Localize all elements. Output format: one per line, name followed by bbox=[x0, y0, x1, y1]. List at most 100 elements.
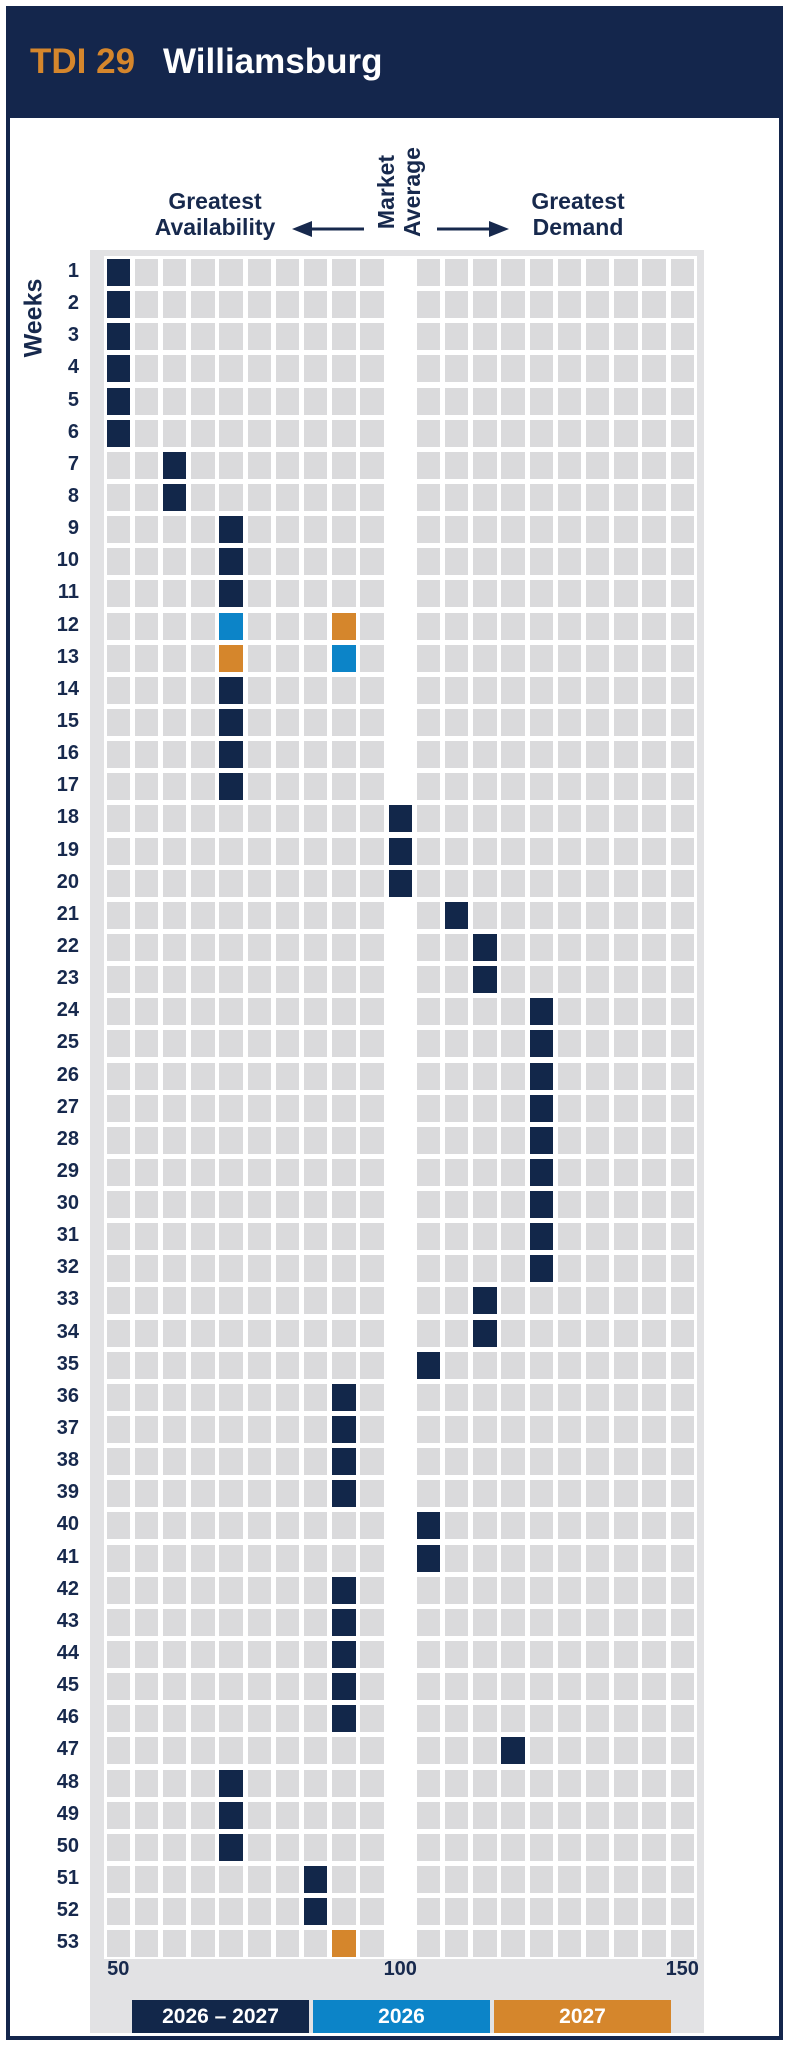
grid-cell bbox=[275, 1673, 300, 1701]
grid-cell bbox=[416, 837, 441, 865]
grid-cell bbox=[557, 1930, 582, 1958]
grid-cell bbox=[557, 1673, 582, 1701]
grid-cell bbox=[134, 676, 159, 704]
grid-cell bbox=[473, 259, 497, 286]
week-row-label: 6 bbox=[67, 420, 79, 443]
grid-cell bbox=[191, 1641, 215, 1669]
grid-cell bbox=[134, 773, 159, 801]
grid-cell bbox=[247, 869, 271, 897]
grid-cell bbox=[106, 1898, 130, 1926]
week-row-label: 20 bbox=[56, 870, 79, 893]
grid-cell bbox=[416, 1319, 441, 1347]
grid-cell bbox=[162, 1769, 187, 1797]
grid-cell bbox=[614, 1801, 638, 1829]
grid-cell bbox=[303, 1030, 328, 1058]
grid-cell bbox=[501, 1416, 525, 1444]
grid-cell bbox=[191, 1769, 215, 1797]
week-row-label: 30 bbox=[56, 1192, 79, 1215]
grid-cell bbox=[134, 516, 159, 544]
grid-cell bbox=[614, 1673, 638, 1701]
grid-cell bbox=[473, 644, 497, 672]
grid-cell bbox=[219, 291, 243, 319]
grid-cell bbox=[529, 644, 553, 672]
grid-cell bbox=[162, 419, 187, 447]
grid-cell bbox=[585, 1416, 610, 1444]
grid-cell bbox=[416, 676, 441, 704]
legend-label: 2026 – 2027 bbox=[162, 2005, 279, 2028]
grid-cell bbox=[219, 1544, 243, 1572]
grid-cell bbox=[444, 1158, 469, 1186]
grid-cell bbox=[416, 901, 441, 929]
grid-cell bbox=[360, 1576, 384, 1604]
grid-cell bbox=[191, 291, 215, 319]
grid-cell bbox=[585, 1544, 610, 1572]
grid-cell bbox=[416, 933, 441, 961]
grid-cell bbox=[275, 1255, 300, 1283]
grid-cell bbox=[332, 741, 356, 769]
grid-cell bbox=[134, 1769, 159, 1797]
grid-cell bbox=[247, 1930, 271, 1958]
grid-cell bbox=[642, 1223, 666, 1251]
grid-cell bbox=[360, 323, 384, 351]
grid-cell bbox=[247, 419, 271, 447]
grid-cell bbox=[529, 1930, 553, 1958]
grid-cell bbox=[670, 1930, 694, 1958]
grid-cell bbox=[557, 741, 582, 769]
grid-cell bbox=[585, 1030, 610, 1058]
grid-cell bbox=[416, 1062, 441, 1090]
grid-cell bbox=[444, 1191, 469, 1219]
grid-cell bbox=[473, 451, 497, 479]
grid-cell bbox=[332, 805, 356, 833]
x-axis-tick-label: 100 bbox=[383, 1958, 417, 1980]
grid-cell bbox=[642, 901, 666, 929]
grid-cell bbox=[473, 1126, 497, 1154]
grid-cell bbox=[332, 869, 356, 897]
grid-cell bbox=[614, 1319, 638, 1347]
grid-cell bbox=[642, 1576, 666, 1604]
grid-cell bbox=[585, 580, 610, 608]
grid-cell bbox=[670, 998, 694, 1026]
tdi-value-cell bbox=[106, 355, 130, 383]
tdi-value-cell bbox=[473, 1319, 497, 1347]
week-row-label: 34 bbox=[56, 1320, 79, 1343]
grid-cell bbox=[275, 998, 300, 1026]
grid-cell bbox=[585, 869, 610, 897]
grid-cell bbox=[275, 419, 300, 447]
grid-cell bbox=[247, 933, 271, 961]
tdi-value-cell bbox=[219, 1801, 243, 1829]
grid-cell bbox=[642, 1930, 666, 1958]
grid-cell bbox=[585, 1255, 610, 1283]
grid-cell bbox=[557, 1769, 582, 1797]
grid-cell bbox=[247, 483, 271, 511]
grid-cell bbox=[614, 1608, 638, 1636]
grid-cell bbox=[585, 901, 610, 929]
grid-cell bbox=[585, 805, 610, 833]
grid-cell bbox=[670, 1833, 694, 1861]
grid-cell bbox=[360, 548, 384, 576]
grid-cell bbox=[162, 901, 187, 929]
grid-cell bbox=[444, 1641, 469, 1669]
grid-cell bbox=[360, 1255, 384, 1283]
grid-cell bbox=[614, 1030, 638, 1058]
right-arrow-icon bbox=[437, 221, 509, 237]
grid-cell bbox=[360, 387, 384, 415]
grid-cell bbox=[275, 548, 300, 576]
grid-cell bbox=[162, 933, 187, 961]
grid-cell bbox=[444, 933, 469, 961]
grid-cell bbox=[219, 1158, 243, 1186]
grid-cell bbox=[642, 1255, 666, 1283]
grid-cell bbox=[444, 451, 469, 479]
tdi-value-cell bbox=[416, 1351, 441, 1379]
week-row-label: 3 bbox=[67, 324, 79, 347]
grid-cell bbox=[642, 644, 666, 672]
grid-cell bbox=[670, 966, 694, 994]
grid-cell bbox=[332, 676, 356, 704]
grid-cell bbox=[134, 1448, 159, 1476]
grid-cell bbox=[473, 676, 497, 704]
grid-cell bbox=[303, 966, 328, 994]
tdi-value-cell bbox=[106, 419, 130, 447]
grid-cell bbox=[247, 1480, 271, 1508]
grid-cell bbox=[642, 1737, 666, 1765]
grid-cell bbox=[670, 1448, 694, 1476]
